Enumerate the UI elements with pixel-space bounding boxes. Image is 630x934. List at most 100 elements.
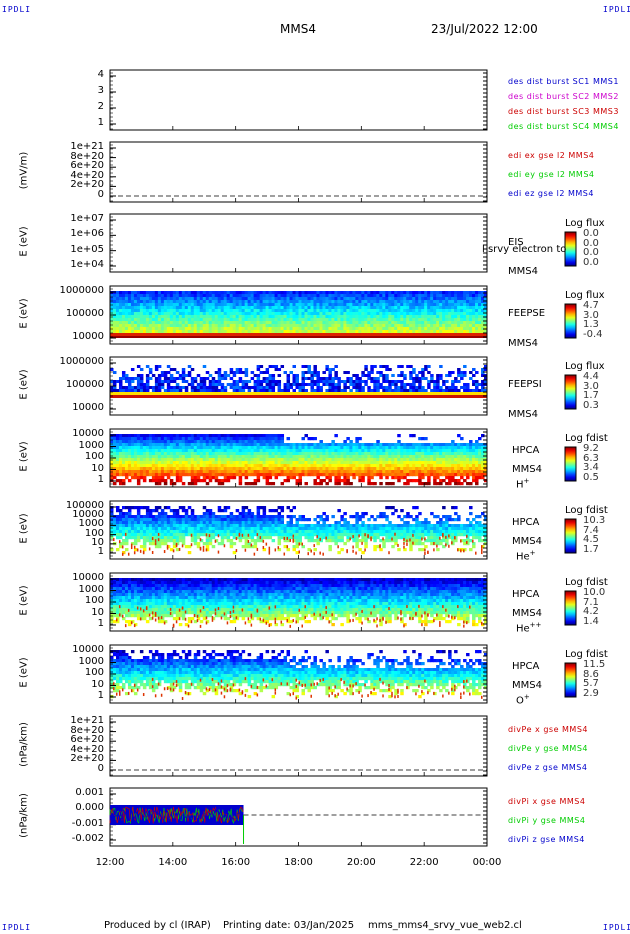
- spectro-cell: [343, 318, 347, 322]
- spectro-cell: [110, 303, 114, 307]
- spectro-cell: [151, 389, 156, 392]
- spectro-cell: [253, 318, 258, 322]
- spectro-cell: [400, 380, 404, 383]
- spectro-cell: [418, 470, 422, 474]
- spectro-cell: [262, 440, 267, 444]
- spectro-cell: [133, 392, 138, 395]
- spectro-cell: [133, 443, 138, 447]
- spectro-cell: [325, 458, 329, 462]
- spectro-cell: [484, 443, 488, 447]
- spectro-cell: [181, 297, 186, 301]
- spectro-cell: [115, 306, 120, 310]
- spectro-cell: [262, 321, 267, 325]
- spectro-cell: [127, 461, 132, 465]
- spectro-cell: [472, 455, 476, 459]
- spectro-cell: [328, 327, 332, 331]
- spectro-cell: [472, 300, 476, 304]
- spectro-cell: [223, 309, 228, 313]
- spectro-cell: [397, 330, 401, 334]
- spectro-cell: [328, 386, 332, 389]
- spectro-cell: [262, 461, 267, 465]
- spectro-cell: [250, 437, 255, 441]
- spectro-cell: [382, 470, 386, 474]
- spectro-cell: [110, 389, 114, 392]
- spectro-cell: [313, 374, 317, 377]
- spectro-cell: [400, 464, 404, 468]
- spectro-cell: [394, 386, 398, 389]
- spectro-cell: [463, 297, 467, 301]
- spectro-cell: [472, 446, 476, 450]
- spectro-cell: [208, 380, 213, 383]
- spectro-cell: [364, 443, 368, 447]
- spectro-cell: [148, 386, 153, 389]
- spectro-cell: [313, 291, 317, 295]
- spectro-cell: [388, 392, 392, 395]
- spectro-cell: [421, 461, 425, 465]
- spectro-cell: [424, 318, 428, 322]
- spectro-cell: [268, 386, 273, 389]
- spectro-cell: [451, 455, 455, 459]
- spectro-cell: [145, 312, 150, 316]
- spectro-cell: [367, 309, 371, 313]
- spectro-cell: [112, 309, 117, 313]
- spectro-cell: [304, 461, 308, 465]
- spectro-cell: [436, 324, 440, 328]
- spectro-cell: [184, 452, 189, 456]
- spectro-cell: [220, 374, 225, 377]
- spectro-cell: [457, 470, 461, 474]
- spectro-cell: [307, 443, 311, 447]
- spectro-cell: [115, 533, 120, 537]
- spectro-cell: [202, 467, 207, 471]
- spectro-cell: [331, 383, 335, 386]
- spectro-cell: [271, 297, 276, 301]
- spectro-cell: [475, 291, 479, 295]
- spectro-cell: [304, 383, 308, 386]
- spectro-cell: [370, 476, 374, 480]
- spectro-cell: [256, 318, 261, 322]
- spectro-cell: [190, 449, 195, 453]
- spectro-cell: [427, 309, 431, 313]
- spectro-cell: [148, 318, 153, 322]
- spectro-cell: [214, 336, 219, 338]
- spectro-cell: [391, 464, 395, 468]
- spectro-cell: [127, 315, 132, 319]
- spectro-cell: [262, 446, 267, 450]
- spectro-cell: [400, 446, 404, 450]
- spectro-cell: [322, 452, 326, 456]
- spectro-cell: [472, 374, 476, 377]
- spectro-cell: [151, 291, 156, 295]
- spectro-cell: [346, 377, 350, 380]
- spectro-cell: [322, 330, 326, 334]
- spectro-cell: [262, 470, 267, 474]
- spectro-cell: [118, 437, 123, 441]
- spectro-cell: [160, 479, 165, 483]
- spectro-cell: [385, 333, 389, 336]
- spectro-cell: [379, 303, 383, 307]
- spectro-cell: [289, 392, 294, 395]
- spectro-cell: [271, 446, 276, 450]
- spectro-cell: [286, 467, 291, 471]
- spectro-cell: [304, 365, 308, 368]
- spectro-cell: [364, 392, 368, 395]
- spectro-cell: [475, 333, 479, 336]
- spectro-cell: [457, 318, 461, 322]
- spectro-cell: [121, 377, 126, 380]
- spectro-cell: [313, 479, 317, 483]
- spectro-cell: [259, 300, 264, 304]
- spectro-cell: [307, 315, 311, 319]
- spectro-cell: [157, 434, 162, 438]
- spectro-cell: [184, 467, 189, 471]
- spectro-cell: [457, 306, 461, 310]
- spectro-cell: [232, 300, 237, 304]
- spectro-cell: [292, 455, 297, 459]
- spectro-cell: [331, 380, 335, 383]
- spectro-cell: [373, 318, 377, 322]
- spectro-cell: [412, 380, 416, 383]
- spectro-cell: [328, 297, 332, 301]
- spectro-cell: [331, 300, 335, 304]
- spectro-cell: [241, 291, 246, 295]
- spectro-cell: [256, 377, 261, 380]
- spectro-cell: [481, 443, 485, 447]
- spectro-cell: [301, 303, 305, 307]
- spectro-cell: [199, 324, 204, 328]
